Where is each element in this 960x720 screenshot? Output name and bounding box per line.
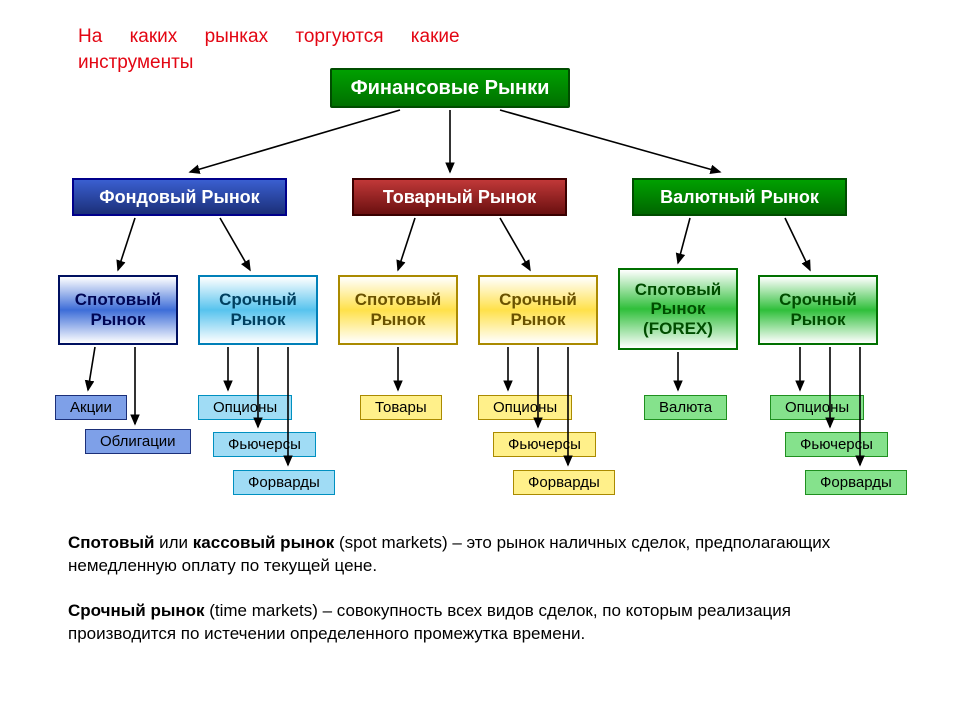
node-tovar-spot: Спотовый Рынок [338, 275, 458, 345]
leaf-tovary-label: Товары [375, 399, 427, 416]
node-valut-deriv: Срочный Рынок [758, 275, 878, 345]
leaf-fyuchersy-yellow: Фьючерсы [493, 432, 596, 457]
node-tovar: Товарный Рынок [352, 178, 567, 216]
leaf-forvardy-blue: Форварды [233, 470, 335, 495]
diagram-stage: На каких рынках торгуются какие инструме… [0, 0, 960, 720]
desc-spot-or: или [154, 533, 192, 552]
node-root: Финансовые Рынки [330, 68, 570, 108]
node-fond-spot: Спотовый Рынок [58, 275, 178, 345]
leaf-opciony-green: Опционы [770, 395, 864, 420]
leaf-forvardy-blue-label: Форварды [248, 474, 320, 491]
leaf-fyuchersy-blue-label: Фьючерсы [228, 436, 301, 453]
leaf-obligacii-label: Облигации [100, 433, 176, 450]
node-valut: Валютный Рынок [632, 178, 847, 216]
node-fond-label: Фондовый Рынок [99, 187, 259, 208]
node-fond-spot-label: Спотовый Рынок [75, 290, 161, 329]
node-fond-deriv: Срочный Рынок [198, 275, 318, 345]
leaf-obligacii: Облигации [85, 429, 191, 454]
node-valut-spot-label: Спотовый Рынок (FOREX) [635, 280, 721, 339]
node-tovar-spot-label: Спотовый Рынок [355, 290, 441, 329]
node-fond-deriv-label: Срочный Рынок [219, 290, 297, 329]
leaf-akcii-label: Акции [70, 399, 112, 416]
leaf-opciony-yellow: Опционы [478, 395, 572, 420]
node-valut-spot: Спотовый Рынок (FOREX) [618, 268, 738, 350]
leaf-akcii: Акции [55, 395, 127, 420]
leaf-fyuchersy-green-label: Фьючерсы [800, 436, 873, 453]
leaf-forvardy-yellow-label: Форварды [528, 474, 600, 491]
description-time: Срочный рынок (time markets) – совокупно… [68, 600, 888, 646]
leaf-fyuchersy-blue: Фьючерсы [213, 432, 316, 457]
leaf-opciony-yellow-label: Опционы [493, 399, 557, 416]
leaf-tovary: Товары [360, 395, 442, 420]
node-tovar-label: Товарный Рынок [383, 187, 536, 208]
leaf-fyuchersy-yellow-label: Фьючерсы [508, 436, 581, 453]
leaf-valuta: Валюта [644, 395, 727, 420]
node-root-label: Финансовые Рынки [351, 77, 550, 100]
leaf-valuta-label: Валюта [659, 399, 712, 416]
leaf-forvardy-green-label: Форварды [820, 474, 892, 491]
node-valut-label: Валютный Рынок [660, 187, 819, 208]
leaf-opciony-blue-label: Опционы [213, 399, 277, 416]
leaf-opciony-blue: Опционы [198, 395, 292, 420]
desc-time-b: Срочный рынок [68, 601, 205, 620]
node-tovar-deriv: Срочный Рынок [478, 275, 598, 345]
desc-spot-b1: Спотовый [68, 533, 154, 552]
leaf-forvardy-yellow: Форварды [513, 470, 615, 495]
node-valut-deriv-label: Срочный Рынок [779, 290, 857, 329]
node-tovar-deriv-label: Срочный Рынок [499, 290, 577, 329]
description-spot: Спотовый или кассовый рынок (spot market… [68, 532, 888, 578]
node-fond: Фондовый Рынок [72, 178, 287, 216]
desc-spot-b2: кассовый рынок [193, 533, 334, 552]
leaf-forvardy-green: Форварды [805, 470, 907, 495]
leaf-opciony-green-label: Опционы [785, 399, 849, 416]
leaf-fyuchersy-green: Фьючерсы [785, 432, 888, 457]
